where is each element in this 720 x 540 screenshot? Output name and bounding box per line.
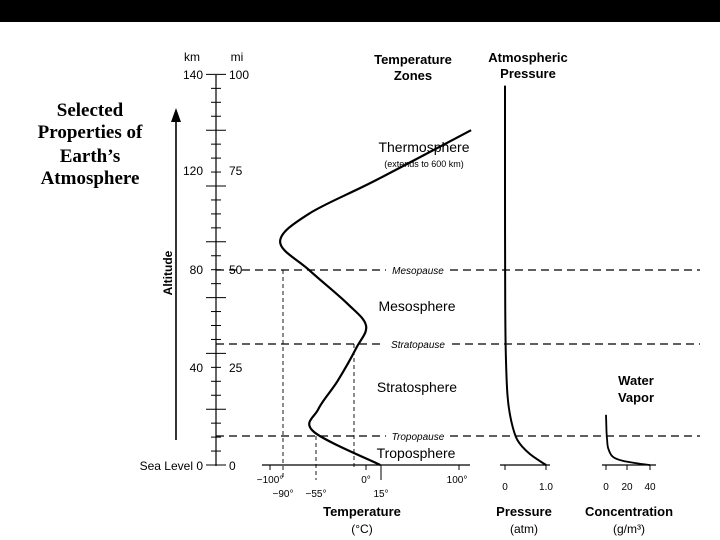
- tropopause-label: Tropopause: [392, 432, 445, 443]
- pressure-axis-unit: (atm): [510, 522, 538, 536]
- thermosphere-note: (extends to 600 km): [384, 159, 464, 169]
- vapor-label-20: 20: [621, 482, 633, 493]
- pressure-label-0: 0: [502, 482, 508, 493]
- temperature-axis-title: Temperature: [323, 504, 401, 519]
- km-tick-0: Sea Level 0: [140, 459, 204, 473]
- diagram-canvas: Selected Properties of Earth’s Atmospher…: [0, 22, 720, 540]
- water-vapor-curve: [605, 414, 651, 466]
- vapor-header-line-2: Vapor: [618, 390, 654, 405]
- mi-tick-25: 25: [229, 361, 243, 375]
- zones-header-line-2: Zones: [394, 68, 432, 83]
- troposphere-label: Troposphere: [377, 445, 456, 461]
- stratopause-label: Stratopause: [391, 340, 445, 351]
- temperature-axis-unit: (°C): [351, 522, 372, 536]
- title-line-2: Properties of: [38, 122, 143, 143]
- pressure-axis-title: Pressure: [496, 504, 552, 519]
- temp-label-minus55: −55°: [306, 489, 327, 500]
- vapor-axis-unit: (g/m³): [613, 522, 645, 536]
- km-unit: km: [184, 50, 200, 64]
- temp-label-minus100: −100°: [257, 475, 284, 486]
- vapor-label-40: 40: [644, 482, 656, 493]
- km-tick-140: 140: [183, 68, 203, 82]
- stratosphere-label: Stratosphere: [377, 379, 457, 395]
- mesopause-label: Mesopause: [392, 266, 444, 277]
- pressure-header-line-1: Atmospheric: [488, 50, 567, 65]
- mi-tick-0: 0: [229, 459, 236, 473]
- temp-label-100: 100°: [447, 475, 468, 486]
- atmosphere-diagram: Selected Properties of Earth’s Atmospher…: [38, 50, 700, 536]
- title-line-1: Selected: [57, 100, 124, 121]
- km-tick-120: 120: [183, 164, 203, 178]
- altitude-arrowhead: [171, 108, 181, 122]
- km-tick-80: 80: [190, 263, 204, 277]
- vapor-header-line-1: Water: [618, 373, 654, 388]
- zones-header-line-1: Temperature: [374, 52, 452, 67]
- temp-label-15: 15°: [373, 489, 388, 500]
- title-line-4: Atmosphere: [41, 168, 140, 189]
- vapor-axis-title: Concentration: [585, 504, 673, 519]
- mesosphere-label: Mesosphere: [378, 298, 455, 314]
- mi-unit: mi: [231, 50, 244, 64]
- mi-tick-100: 100: [229, 68, 249, 82]
- temperature-curve: [279, 129, 472, 466]
- title-line-3: Earth’s: [60, 146, 121, 167]
- altitude-minor-ticks: [206, 73, 226, 466]
- pressure-label-1: 1.0: [539, 482, 553, 493]
- thermosphere-label: Thermosphere: [378, 139, 469, 155]
- temp-label-minus90: −90°: [273, 489, 294, 500]
- pressure-header-line-2: Pressure: [500, 66, 556, 81]
- boundary-lines: Mesopause Stratopause Tropopause: [216, 266, 700, 443]
- altitude-label: Altitude: [161, 250, 175, 295]
- temp-label-0: 0°: [361, 475, 371, 486]
- mi-tick-75: 75: [229, 164, 243, 178]
- pressure-curve: [503, 85, 547, 466]
- km-tick-40: 40: [190, 361, 204, 375]
- vapor-label-0: 0: [603, 482, 609, 493]
